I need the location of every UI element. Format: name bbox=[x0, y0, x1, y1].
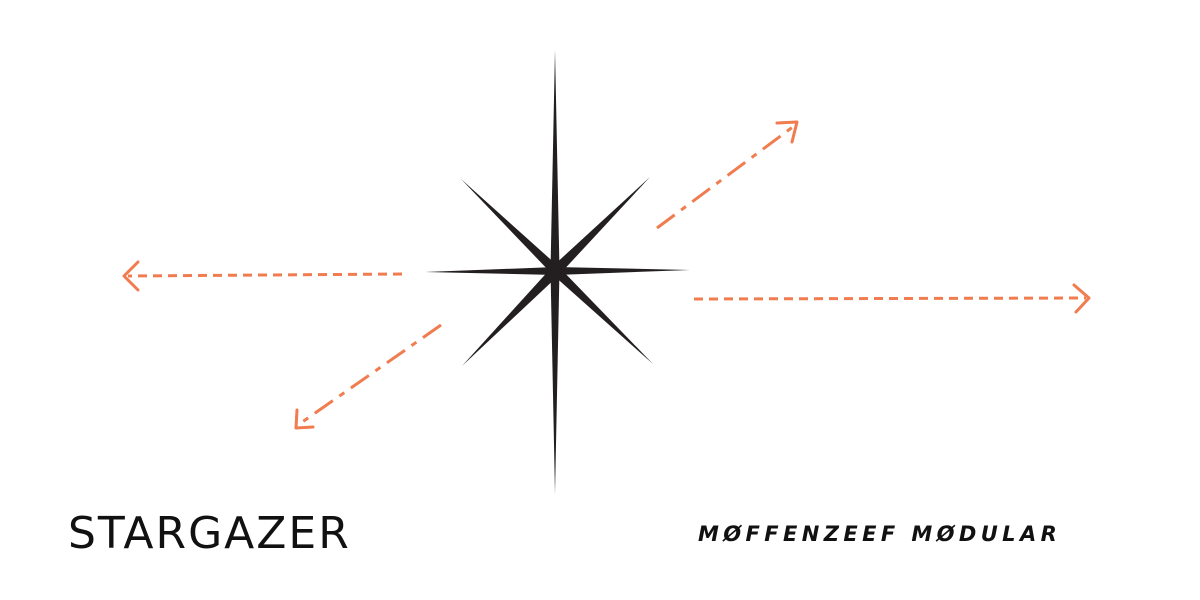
maker-name: MØFFENZEEF MØDULAR bbox=[698, 522, 1062, 546]
arrow-left-icon bbox=[122, 260, 403, 292]
product-wordmark: STARGAZER bbox=[68, 508, 351, 559]
eight-point-star-icon bbox=[425, 50, 690, 494]
arrow-right-icon bbox=[693, 283, 1091, 314]
arrow-down-left-icon bbox=[294, 323, 442, 430]
arrow-up-right-icon bbox=[656, 120, 799, 230]
